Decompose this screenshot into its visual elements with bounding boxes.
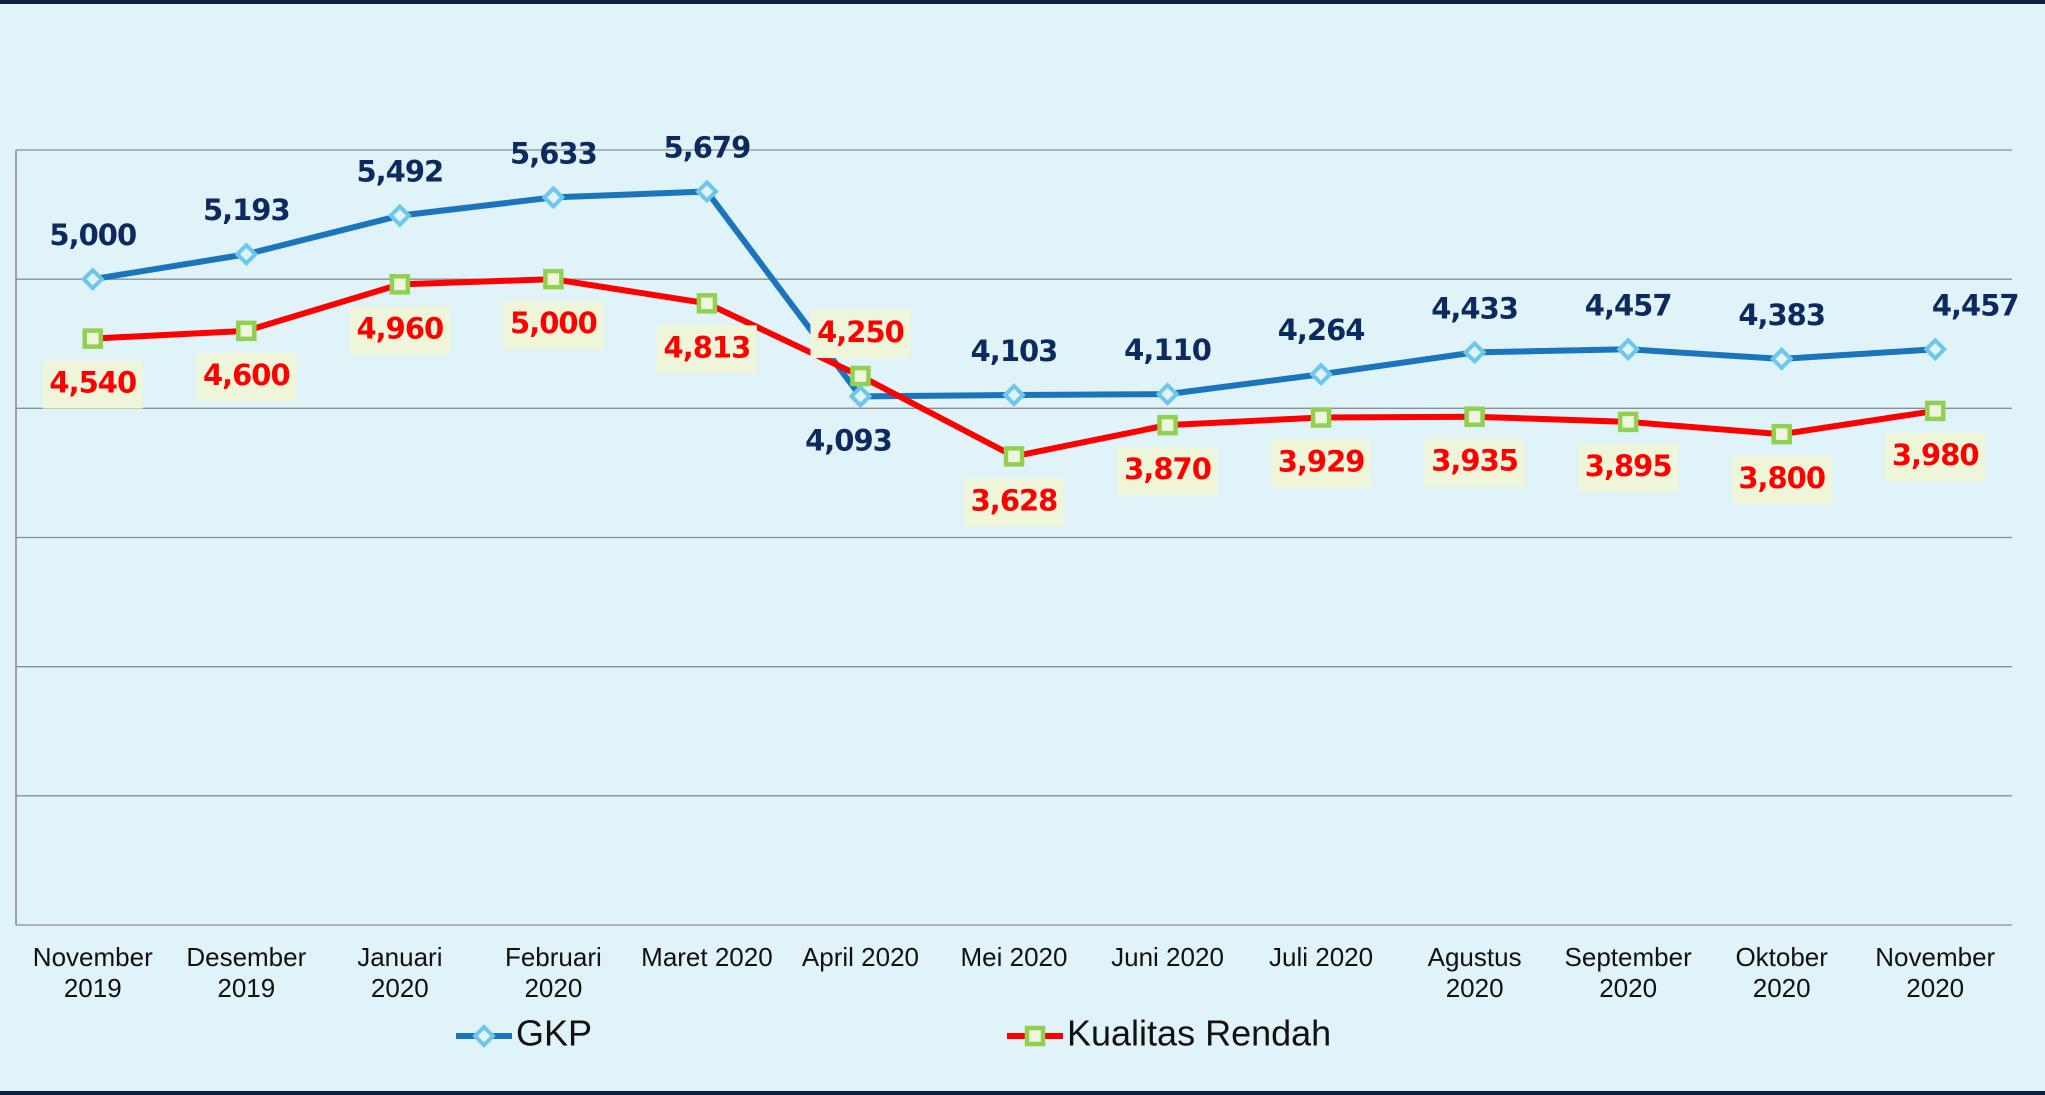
x-tick-label: Mei 2020 <box>960 942 1068 972</box>
data-label: 4,600 <box>203 358 290 392</box>
data-label: 5,000 <box>49 218 136 252</box>
marker <box>472 1024 496 1048</box>
marker <box>1002 383 1026 407</box>
label-box <box>656 325 757 374</box>
data-label: 5,000 <box>510 306 597 340</box>
marker <box>1617 411 1639 433</box>
label-box <box>1117 447 1218 496</box>
marker <box>1310 407 1332 428</box>
label-box <box>964 478 1064 527</box>
legend-label: Kualitas Rendah <box>1067 1013 1331 1054</box>
label-box <box>1885 432 1986 481</box>
marker <box>1771 423 1792 445</box>
data-label: 4,383 <box>1738 298 1825 332</box>
label-box <box>810 310 911 359</box>
marker <box>388 203 412 228</box>
label-box <box>1271 439 1372 488</box>
marker <box>695 179 719 204</box>
x-tick-label: November 2019 <box>32 942 153 1003</box>
label-box <box>1578 443 1679 492</box>
marker <box>1769 347 1794 371</box>
data-label: 3,929 <box>1278 445 1365 479</box>
marker <box>696 293 718 314</box>
marker <box>543 268 564 290</box>
data-label: 4,110 <box>1124 333 1211 367</box>
marker <box>848 384 873 409</box>
marker <box>1462 340 1487 365</box>
x-tick-label: Oktober 2020 <box>1735 942 1828 1003</box>
label-box <box>42 360 143 409</box>
data-label: 4,264 <box>1278 313 1365 347</box>
data-label: 5,679 <box>664 130 751 164</box>
label-box <box>1731 456 1832 505</box>
x-tick-label: Maret 2020 <box>641 942 773 972</box>
data-label: 4,433 <box>1431 291 1518 325</box>
x-tick-label: Januari 2020 <box>357 942 443 1003</box>
marker <box>1157 414 1178 436</box>
data-label: 3,980 <box>1892 438 1979 472</box>
x-tick-label: September 2020 <box>1564 942 1692 1003</box>
data-label: 4,457 <box>1932 288 2019 322</box>
marker <box>541 185 566 210</box>
x-tick-label: Juni 2020 <box>1111 942 1224 972</box>
x-tick-label: Desember 2019 <box>186 942 307 1003</box>
label-box <box>349 306 450 355</box>
legend-label: GKP <box>516 1013 592 1054</box>
x-tick-label: Februari 2020 <box>504 942 602 1003</box>
x-tick-label: November 2020 <box>1875 942 1996 1003</box>
marker <box>236 320 257 342</box>
x-tick-label: Agustus 2020 <box>1427 942 1522 1003</box>
data-label: 3,935 <box>1431 444 1518 478</box>
data-label: 5,492 <box>356 155 443 189</box>
x-tick-label: Juli 2020 <box>1269 942 1374 972</box>
bottom-band <box>0 1091 2045 1095</box>
marker <box>1924 400 1946 422</box>
data-label: 3,628 <box>971 483 1058 517</box>
marker <box>1923 337 1948 362</box>
data-label: 3,800 <box>1738 461 1825 495</box>
marker <box>234 242 259 267</box>
data-label: 4,093 <box>805 423 892 457</box>
label-box <box>196 352 297 401</box>
top-band <box>0 0 2045 4</box>
marker <box>389 274 411 295</box>
label-box <box>503 301 604 350</box>
data-label: 3,895 <box>1585 449 1672 483</box>
marker <box>1464 406 1485 427</box>
data-label: 4,457 <box>1585 288 1672 322</box>
marker <box>82 328 104 349</box>
data-label: 5,193 <box>203 193 290 227</box>
data-label: 4,250 <box>817 315 904 349</box>
marker <box>1616 337 1640 362</box>
marker <box>80 267 105 291</box>
marker <box>1024 1025 1046 1047</box>
marker <box>850 365 871 387</box>
x-tick-label: April 2020 <box>801 942 919 972</box>
data-label: 3,870 <box>1124 452 1211 486</box>
data-label: 4,813 <box>664 330 751 364</box>
data-label: 4,103 <box>971 334 1058 368</box>
data-label: 4,540 <box>49 366 136 400</box>
data-label: 4,960 <box>356 311 443 345</box>
data-label: 5,633 <box>510 136 597 170</box>
marker <box>1309 362 1333 387</box>
marker <box>1003 446 1025 467</box>
label-box <box>1424 438 1525 487</box>
marker <box>1155 382 1180 406</box>
